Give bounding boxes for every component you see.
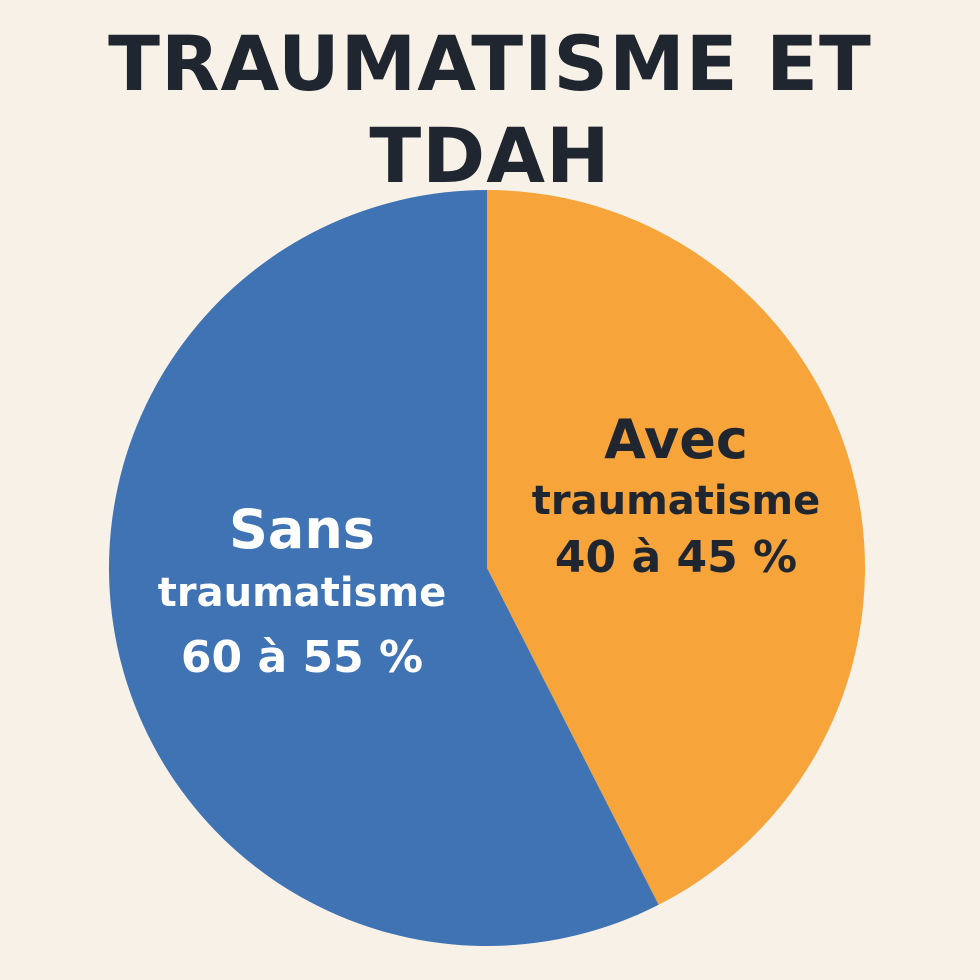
- pie-labels: Avec traumatisme 40 à 45 % Sans traumatisme 6…: [158, 408, 820, 683]
- chart-title-line-2: TDAH: [369, 111, 611, 200]
- chart-title-line-1: TRAUMATISME ET: [108, 19, 872, 108]
- slice-2-name-label: Sans: [229, 498, 375, 561]
- slice-1-value-label: 40 à 45 %: [555, 532, 797, 583]
- slice-1-name-label: Avec: [604, 408, 748, 471]
- pie-slice-1: [487, 190, 865, 905]
- slice-2-name-label: traumatisme: [158, 570, 446, 616]
- pie-slices: [108, 190, 865, 946]
- slice-1-name-label: traumatisme: [532, 478, 820, 524]
- slice-2-value-label: 60 à 55 %: [181, 632, 423, 683]
- chart-title: TRAUMATISME ET TDAH: [0, 18, 980, 202]
- pie-slice-2: [108, 190, 659, 946]
